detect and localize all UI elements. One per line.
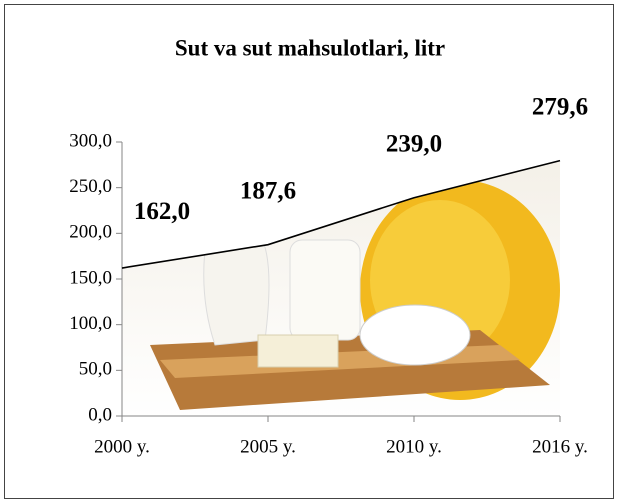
y-tick-label: 200,0 [69, 222, 112, 243]
x-tick-label: 2000 y. [94, 436, 150, 457]
y-tick-label: 150,0 [69, 267, 112, 288]
milk-jar [289, 239, 361, 341]
data-label: 187,6 [240, 177, 296, 204]
x-tick-label: 2010 y. [386, 436, 442, 457]
bowl [359, 304, 471, 366]
x-tick-label: 2016 y. [532, 436, 588, 457]
chart-title: Sut va sut mahsulotlari, litr [175, 35, 445, 60]
overlay: 0,0 50,0 100,0 150,0 200,0 250,0 300,0 2000 y. 2… [69, 93, 588, 457]
y-tick-label: 100,0 [69, 313, 112, 334]
x-tick-label: 2005 y. [240, 436, 296, 457]
y-tick-label: 300,0 [69, 130, 112, 151]
area-line [121, 159, 561, 269]
y-tick-label: 50,0 [79, 359, 112, 380]
y-tick-label: 0,0 [88, 404, 112, 425]
data-label: 279,6 [532, 93, 588, 120]
data-label: 162,0 [134, 198, 190, 225]
data-label: 239,0 [386, 130, 442, 157]
y-tick-label: 250,0 [69, 176, 112, 197]
butter [257, 334, 339, 368]
